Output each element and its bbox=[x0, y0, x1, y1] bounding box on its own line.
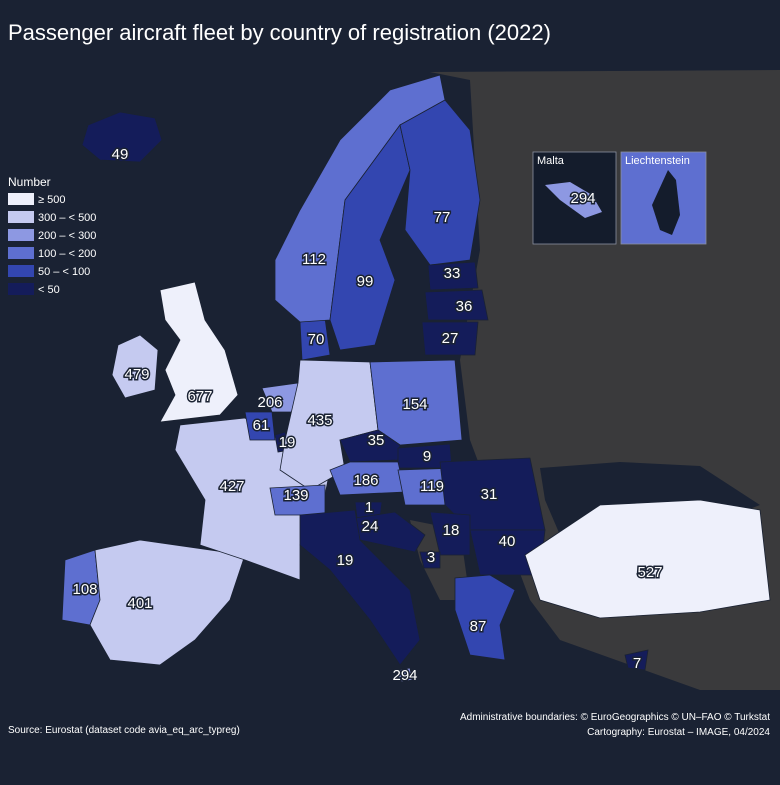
liechtenstein-inset: Liechtenstein bbox=[620, 151, 707, 245]
value-label: 49 bbox=[112, 146, 129, 163]
region bbox=[424, 289, 489, 321]
value-label: 3 bbox=[427, 549, 435, 566]
value-label: 7 bbox=[633, 655, 641, 672]
value-label: 206 bbox=[257, 394, 282, 411]
value-label: 40 bbox=[499, 533, 516, 550]
region bbox=[89, 539, 246, 666]
region bbox=[244, 411, 276, 441]
value-label: 19 bbox=[279, 434, 296, 451]
value-label: 527 bbox=[637, 564, 662, 581]
region bbox=[369, 359, 463, 446]
value-label: 112 bbox=[302, 251, 326, 268]
region bbox=[429, 511, 471, 556]
legend-swatch bbox=[8, 265, 34, 277]
value-label: 27 bbox=[442, 330, 459, 347]
value-label: 186 bbox=[353, 472, 378, 489]
value-label: 18 bbox=[443, 522, 460, 539]
value-label: 427 bbox=[219, 478, 244, 495]
legend-swatch bbox=[8, 283, 34, 295]
value-label: 99 bbox=[357, 273, 374, 290]
region bbox=[399, 99, 481, 266]
region bbox=[454, 574, 516, 661]
region bbox=[81, 111, 163, 163]
value-label: 435 bbox=[307, 412, 332, 429]
credits: Administrative boundaries: © EuroGeograp… bbox=[460, 712, 770, 723]
source: Source: Eurostat (dataset code avia_eq_a… bbox=[8, 725, 240, 736]
legend-label: 300 – < 500 bbox=[38, 212, 96, 224]
regions: 4947967710840142761192064357011299773336… bbox=[61, 74, 771, 685]
region bbox=[524, 499, 771, 619]
value-label: 36 bbox=[456, 298, 473, 315]
region bbox=[279, 359, 379, 491]
value-label: 70 bbox=[308, 331, 325, 348]
value-label: 24 bbox=[362, 518, 379, 535]
region bbox=[159, 281, 239, 423]
value-label: 1 bbox=[365, 499, 373, 516]
value-label: 33 bbox=[444, 265, 461, 282]
liechtenstein-shape bbox=[652, 170, 680, 235]
legend-swatch bbox=[8, 229, 34, 241]
value-label: 294 bbox=[570, 190, 595, 207]
region bbox=[421, 321, 479, 356]
credits: Cartography: Eurostat – IMAGE, 04/2024 bbox=[587, 727, 770, 738]
region bbox=[299, 509, 421, 666]
legend-swatch bbox=[8, 211, 34, 223]
legend-swatch bbox=[8, 193, 34, 205]
legend-label: 50 – < 100 bbox=[38, 266, 90, 278]
value-label: 77 bbox=[434, 209, 451, 226]
legend-label: < 50 bbox=[38, 284, 60, 296]
region bbox=[624, 649, 649, 671]
inset-title: Malta bbox=[537, 155, 565, 167]
region bbox=[427, 261, 479, 291]
title: Passenger aircraft fleet by country of r… bbox=[8, 20, 551, 45]
value-label: 154 bbox=[402, 396, 427, 413]
region bbox=[111, 334, 159, 399]
value-label: 677 bbox=[187, 388, 212, 405]
legend-swatch bbox=[8, 247, 34, 259]
value-label: 479 bbox=[124, 366, 149, 383]
malta-shape bbox=[545, 182, 602, 218]
value-label: 87 bbox=[470, 618, 487, 635]
value-label: 61 bbox=[253, 417, 270, 434]
value-label: 294 bbox=[392, 667, 417, 684]
value-label: 19 bbox=[337, 552, 354, 569]
legend-label: ≥ 500 bbox=[38, 194, 65, 206]
legend: Number ≥ 500 300 – < 500 200 – < 300 100 – … bbox=[8, 175, 96, 296]
value-label: 35 bbox=[368, 432, 385, 449]
legend-label: 100 – < 200 bbox=[38, 248, 96, 260]
value-label: 139 bbox=[283, 487, 308, 504]
value-label: 401 bbox=[127, 595, 152, 612]
region bbox=[397, 667, 413, 683]
value-label: 31 bbox=[481, 486, 498, 503]
value-label: 9 bbox=[423, 448, 431, 465]
malta-inset: Malta 294 bbox=[532, 151, 617, 245]
legend-title: Number bbox=[8, 175, 51, 189]
value-label: 108 bbox=[72, 581, 97, 598]
region bbox=[419, 551, 441, 569]
inset-title: Liechtenstein bbox=[625, 155, 690, 167]
legend-label: 200 – < 300 bbox=[38, 230, 96, 242]
value-label: 119 bbox=[420, 478, 444, 495]
